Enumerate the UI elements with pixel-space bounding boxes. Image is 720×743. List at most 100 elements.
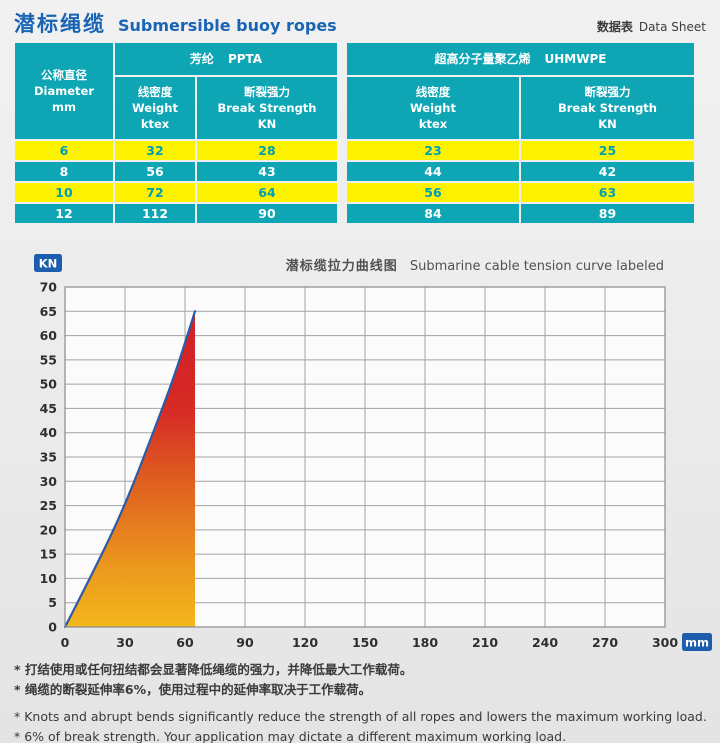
datasheet-label-cn: 数据表 — [596, 20, 633, 34]
diameter-header-en: Diameter — [34, 84, 94, 98]
y-tick-label: 0 — [48, 620, 57, 635]
ppta-group-header: 芳纶 PPTA — [115, 43, 337, 75]
y-tick-label: 10 — [40, 571, 58, 586]
footnote-cn-2: * 绳缆的断裂延伸率6%，使用过程中的延伸率取决于工作载荷。 — [14, 681, 372, 697]
ppta-break-unit: KN — [257, 117, 277, 131]
uhmwpe-weight-cn: 线密度 — [415, 85, 451, 99]
ppta-row: 10 72 64 — [15, 183, 337, 202]
x-tick-label: 210 — [472, 635, 498, 650]
uhmwpe-group-en: UHMWPE — [544, 52, 607, 66]
ppta-row: 6 32 28 — [15, 141, 337, 160]
uhmwpe-break-en: Break Strength — [557, 101, 657, 115]
table-cell: 10 — [15, 183, 113, 202]
diameter-column-header: 公称直径 Diameter mm — [15, 43, 113, 139]
chart-title-cn: 潜标缆拉力曲线图 — [285, 259, 398, 274]
uhmwpe-break-cn: 断裂强力 — [584, 85, 631, 99]
uhmwpe-group-header: 超高分子量聚乙烯 UHMWPE — [347, 43, 694, 75]
ppta-group-cn: 芳纶 — [189, 52, 214, 66]
ppta-break-header: 断裂强力 Break Strength KN — [197, 77, 337, 139]
footnote-en-2: * 6% of break strength. Your application… — [14, 728, 567, 743]
diameter-header-unit: mm — [52, 100, 76, 114]
table-cell: 56 — [347, 183, 519, 202]
table-cell: 43 — [197, 162, 337, 181]
ppta-row: 12 112 90 — [15, 204, 337, 223]
page-title-cn: 潜标绳缆 — [14, 12, 106, 36]
y-axis-labels: 0 5 10 15 20 25 30 35 40 45 50 55 60 65 70 — [40, 280, 58, 635]
y-tick-label: 25 — [40, 498, 57, 513]
svg-text:KN: KN — [39, 257, 58, 271]
ppta-break-cn: 断裂强力 — [244, 85, 290, 99]
tension-curve-line — [63, 310, 197, 629]
table-cell: 64 — [197, 183, 337, 202]
y-tick-label: 50 — [40, 377, 58, 392]
y-tick-label: 70 — [40, 280, 58, 295]
table-cell: 42 — [521, 162, 694, 181]
datasheet-label: 数据表 Data Sheet — [597, 18, 706, 35]
ppta-row: 8 56 43 — [15, 162, 337, 181]
table-cell: 12 — [15, 204, 113, 223]
svg-text:mm: mm — [685, 636, 709, 650]
x-tick-label: 180 — [412, 635, 438, 650]
y-tick-label: 20 — [40, 522, 58, 537]
plot-border — [64, 286, 666, 628]
x-tick-label: 120 — [292, 635, 318, 650]
chart-title-en: Submarine cable tension curve labeled — [409, 259, 664, 274]
ppta-group-en: PPTA — [227, 52, 263, 66]
uhmwpe-table: 超高分子量聚乙烯 UHMWPE 线密度 Weight ktex 断裂强力 Brea… — [345, 41, 696, 225]
x-unit-badge: mm — [682, 633, 712, 651]
y-tick-label: 65 — [40, 304, 57, 319]
ppta-weight-en: Weight — [132, 101, 178, 115]
uhmwpe-group-cn: 超高分子量聚乙烯 — [434, 52, 531, 66]
ppta-weight-unit: ktex — [140, 117, 170, 131]
y-tick-label: 30 — [40, 474, 58, 489]
y-tick-label: 55 — [40, 352, 57, 367]
x-tick-label: 270 — [592, 635, 618, 650]
table-cell: 112 — [115, 204, 195, 223]
table-cell: 44 — [347, 162, 519, 181]
x-tick-label: 240 — [532, 635, 558, 650]
uhmwpe-break-header: 断裂强力 Break Strength KN — [521, 77, 694, 139]
y-tick-label: 15 — [40, 547, 57, 562]
x-tick-label: 30 — [116, 635, 134, 650]
table-cell: 89 — [521, 204, 694, 223]
table-cell: 90 — [197, 204, 337, 223]
uhmwpe-row: 56 63 — [347, 183, 694, 202]
y-tick-label: 45 — [40, 401, 57, 416]
footnote-cn-1: * 打结使用或任何扭结都会显著降低绳缆的强力，并降低最大工作载荷。 — [14, 662, 413, 677]
y-tick-label: 40 — [40, 425, 58, 440]
x-tick-label: 90 — [236, 635, 254, 650]
tension-chart: 0 5 10 15 20 25 30 35 40 45 50 55 60 65 70 0 30 60 90 120 15… — [34, 254, 712, 651]
table-cell: 63 — [521, 183, 694, 202]
footnotes: * 打结使用或任何扭结都会显著降低绳缆的强力，并降低最大工作载荷。 * 绳缆的断… — [14, 660, 707, 743]
uhmwpe-row: 44 42 — [347, 162, 694, 181]
ppta-table: 公称直径 Diameter mm 芳纶 PPTA 线密度 Weight ktex — [13, 41, 339, 225]
x-tick-label: 60 — [176, 635, 194, 650]
table-cell: 56 — [115, 162, 195, 181]
x-tick-label: 300 — [652, 635, 678, 650]
y-tick-label: 60 — [40, 328, 58, 343]
x-axis-labels: 0 30 60 90 120 150 180 210 240 270 300 — [61, 635, 679, 650]
uhmwpe-weight-en: Weight — [410, 101, 456, 115]
table-cell: 8 — [15, 162, 113, 181]
uhmwpe-weight-unit: ktex — [418, 117, 448, 131]
table-cell: 25 — [521, 141, 694, 160]
page-title-en: Submersible buoy ropes — [118, 16, 337, 35]
uhmwpe-row: 84 89 — [347, 204, 694, 223]
x-tick-label: 150 — [352, 635, 378, 650]
x-tick-label: 0 — [61, 635, 70, 650]
diameter-header-cn: 公称直径 — [41, 68, 87, 82]
table-cell: 23 — [347, 141, 519, 160]
y-tick-label: 35 — [40, 450, 57, 465]
ppta-weight-cn: 线密度 — [137, 85, 173, 99]
footnote-en-1: * Knots and abrupt bends significantly r… — [14, 709, 707, 724]
y-tick-label: 5 — [48, 595, 57, 610]
table-cell: 72 — [115, 183, 195, 202]
datasheet-label-en: Data Sheet — [638, 20, 706, 34]
table-cell: 28 — [197, 141, 337, 160]
table-cell: 32 — [115, 141, 195, 160]
tension-curve-area — [65, 311, 195, 627]
y-unit-badge: KN — [34, 254, 62, 272]
ppta-weight-header: 线密度 Weight ktex — [115, 77, 195, 139]
ppta-break-en: Break Strength — [217, 101, 317, 115]
